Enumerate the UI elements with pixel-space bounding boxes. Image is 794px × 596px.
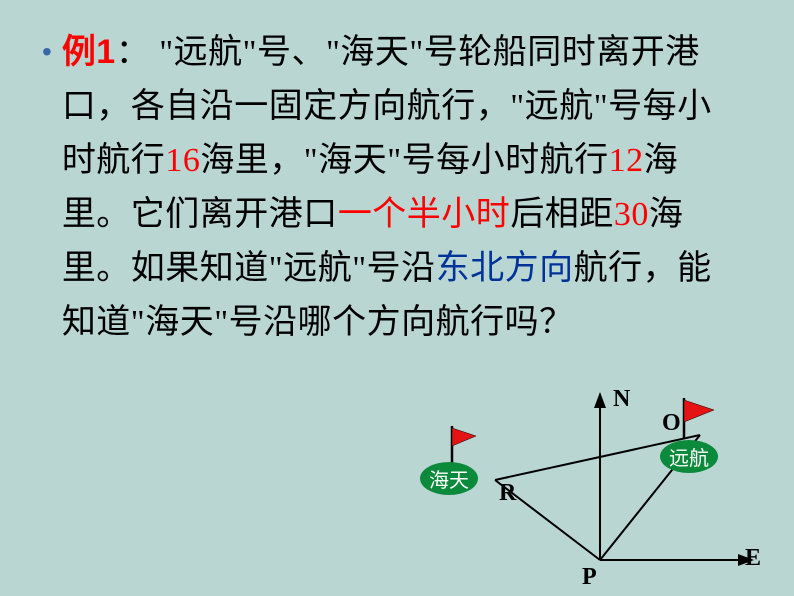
label-r: R	[499, 480, 516, 507]
slide: • 例1： "远航"号、"海天"号轮船同时离开港口，各自沿一固定方向航行，"远航…	[0, 0, 794, 596]
label-o: O	[662, 410, 681, 437]
blue-span: 东北方向	[436, 250, 574, 287]
num-30: 30	[614, 196, 649, 233]
flag-yuanhang-icon	[678, 394, 718, 440]
colon: ：	[116, 34, 151, 71]
label-p: P	[582, 564, 597, 591]
num-12: 12	[609, 142, 644, 179]
diagram: 海天 远航 N E P R O	[400, 380, 760, 590]
red-span: 一个半小时	[338, 196, 511, 233]
ship-label-yuanhang: 远航	[660, 440, 718, 473]
text-seg-3: 后相距	[510, 196, 614, 233]
bullet-row: • 例1： "远航"号、"海天"号轮船同时离开港口，各自沿一固定方向航行，"远航…	[40, 25, 739, 350]
bullet-dot: •	[42, 25, 52, 79]
problem-text: 例1： "远航"号、"海天"号轮船同时离开港口，各自沿一固定方向航行，"远航"号…	[62, 25, 739, 350]
axis-n-arrow	[594, 392, 606, 408]
label-n: N	[613, 386, 630, 413]
text-seg-1: 海里，"海天"号每小时航行	[200, 142, 608, 179]
example-label: 例1	[62, 33, 116, 71]
ship-label-haitian: 海天	[420, 462, 478, 495]
num-16: 16	[165, 142, 200, 179]
label-e: E	[745, 545, 761, 572]
